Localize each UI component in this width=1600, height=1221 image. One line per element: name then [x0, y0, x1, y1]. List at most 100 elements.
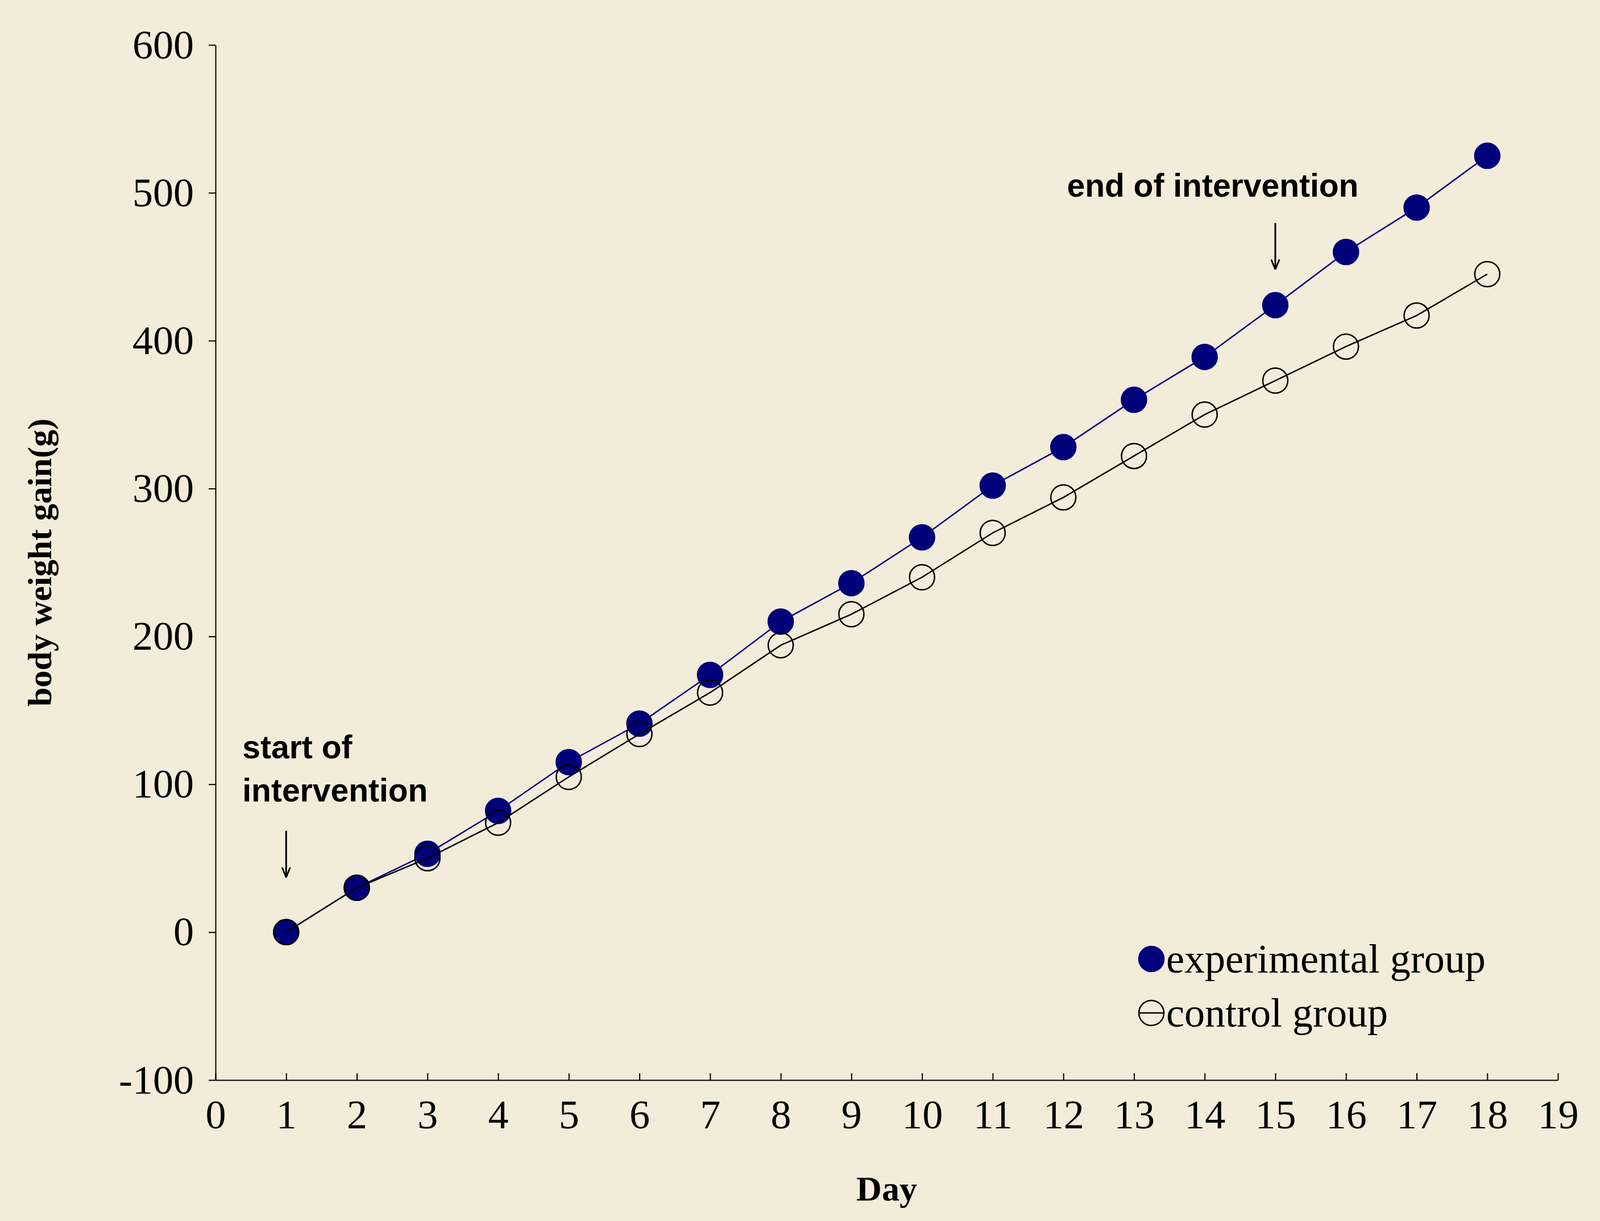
data-point — [1192, 344, 1218, 370]
data-point — [909, 565, 935, 591]
y-axis: -100 0 100 200 300 400 500 600 — [118, 22, 216, 1104]
data-point — [415, 846, 441, 872]
tick-label: 10 — [901, 1092, 943, 1138]
annotation: start ofintervention — [242, 728, 428, 809]
data-point — [980, 473, 1006, 499]
tick-mark — [285, 1073, 288, 1081]
tick-mark — [1557, 1073, 1560, 1081]
tick-label: 2 — [346, 1092, 368, 1138]
data-point — [768, 632, 794, 658]
annotation: end of intervention — [1066, 167, 1359, 204]
data-point — [556, 764, 582, 790]
axis-line — [216, 1080, 1559, 1082]
x-axis-title: Day — [856, 1169, 918, 1209]
tick-mark — [208, 931, 216, 934]
tick-label: 6 — [629, 1092, 650, 1138]
tick-label: 7 — [699, 1092, 721, 1138]
tick: 7 — [699, 1073, 721, 1138]
tick: 10 — [901, 1073, 943, 1138]
tick-label: 17 — [1396, 1092, 1438, 1138]
tick-label: 0 — [173, 909, 194, 955]
tick: 500 — [132, 170, 216, 216]
tick: 12 — [1043, 1073, 1085, 1138]
data-point — [1403, 303, 1429, 329]
legend-label: control group — [1166, 990, 1388, 1036]
tick: 18 — [1466, 1073, 1508, 1138]
tick: 2 — [346, 1073, 368, 1138]
tick-mark — [568, 1073, 570, 1081]
data-point — [1121, 387, 1147, 413]
tick-label: 15 — [1254, 1092, 1296, 1138]
tick-label: 0 — [205, 1092, 227, 1138]
tick: 1 — [276, 1073, 297, 1138]
tick-label: 100 — [132, 761, 194, 807]
data-point — [485, 810, 511, 836]
tick-mark — [992, 1073, 994, 1081]
tick: 11 — [973, 1073, 1013, 1138]
tick-mark — [921, 1073, 923, 1081]
tick-label: 600 — [132, 22, 194, 68]
tick: 600 — [132, 22, 216, 68]
tick: 6 — [629, 1073, 650, 1138]
tick-label: 18 — [1466, 1092, 1508, 1138]
tick-label: 9 — [841, 1092, 862, 1138]
data-point — [1121, 443, 1147, 469]
tick: 300 — [132, 465, 216, 512]
tick-label: 12 — [1043, 1092, 1085, 1138]
tick: 4 — [488, 1073, 509, 1138]
tick: 9 — [841, 1073, 862, 1138]
tick-mark — [851, 1073, 853, 1081]
tick-mark — [208, 340, 216, 342]
legend-line — [1138, 958, 1164, 961]
data-point — [1050, 485, 1076, 511]
tick-label: 400 — [132, 317, 194, 364]
tick-mark — [1063, 1073, 1065, 1081]
tick-mark — [1274, 1073, 1276, 1081]
tick-mark — [1204, 1073, 1206, 1081]
data-point — [1262, 368, 1288, 394]
tick-mark — [356, 1073, 358, 1081]
data-point — [980, 520, 1006, 546]
tick: 15 — [1254, 1073, 1296, 1138]
data-point — [1262, 292, 1288, 318]
tick: 8 — [771, 1073, 792, 1138]
legend-line — [1138, 1012, 1164, 1015]
tick-label: 300 — [132, 465, 194, 512]
tick-mark — [639, 1073, 641, 1081]
tick-mark — [208, 192, 216, 194]
data-point — [1403, 195, 1429, 221]
series-line — [285, 274, 1487, 933]
annotations: start ofintervention end of intervention — [242, 167, 1359, 878]
tick: -100 — [118, 1057, 216, 1104]
tick: 3 — [417, 1073, 438, 1138]
data-point — [1050, 434, 1076, 460]
tick-mark — [1486, 1073, 1488, 1081]
tick-mark — [208, 784, 216, 786]
tick: 5 — [558, 1073, 580, 1138]
tick-label: 16 — [1325, 1092, 1367, 1138]
tick-label: 3 — [417, 1092, 438, 1138]
tick-label: 14 — [1184, 1092, 1226, 1138]
tick: 0 — [173, 909, 216, 955]
data-point — [838, 570, 864, 596]
tick: 14 — [1184, 1073, 1226, 1138]
tick-label: 1 — [276, 1092, 297, 1138]
data-point — [838, 602, 864, 628]
data-point — [768, 609, 794, 635]
tick-mark — [208, 44, 216, 47]
data-point — [1333, 239, 1359, 265]
legend-marker — [1138, 1000, 1164, 1026]
data-point — [1192, 401, 1218, 428]
data-point — [909, 524, 935, 550]
tick-label: 11 — [973, 1092, 1013, 1138]
data-point — [1333, 334, 1359, 360]
tick: 16 — [1325, 1073, 1367, 1138]
tick-mark — [498, 1073, 500, 1081]
data-point — [627, 711, 653, 737]
tick: 200 — [132, 613, 216, 659]
tick-label: 19 — [1538, 1092, 1579, 1138]
legend-marker — [1138, 946, 1164, 972]
tick-label: 200 — [132, 613, 194, 659]
data-point — [697, 680, 723, 706]
legend: experimental groupcontrol group — [1138, 936, 1486, 1036]
